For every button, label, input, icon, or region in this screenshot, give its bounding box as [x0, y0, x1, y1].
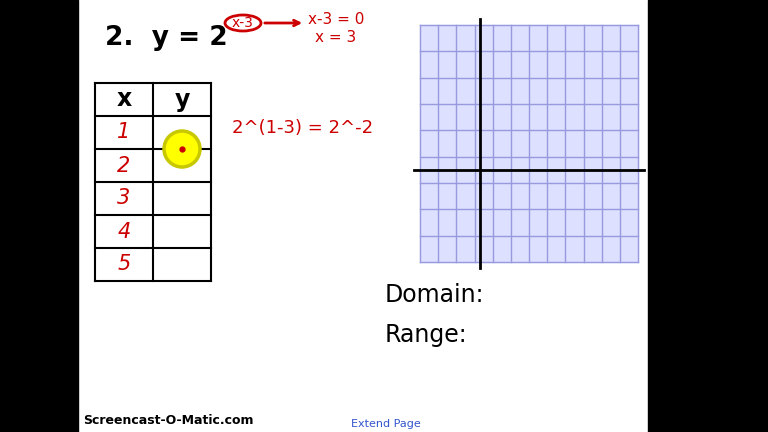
Text: Extend Page: Extend Page — [351, 419, 421, 429]
Text: 3: 3 — [118, 188, 131, 209]
Text: x-3 = 0: x-3 = 0 — [308, 13, 364, 28]
Text: x-3: x-3 — [232, 16, 254, 30]
Text: 2.  y = 2: 2. y = 2 — [105, 25, 227, 51]
Text: 2: 2 — [118, 156, 131, 175]
Text: x: x — [117, 88, 131, 111]
Text: 5: 5 — [118, 254, 131, 274]
Circle shape — [164, 131, 200, 167]
Text: Screencast-O-Matic.com: Screencast-O-Matic.com — [83, 413, 253, 426]
Bar — [420, 25, 638, 262]
Text: x = 3: x = 3 — [315, 31, 356, 45]
Bar — [78, 0, 648, 432]
Text: 2^(1-3) = 2^-2: 2^(1-3) = 2^-2 — [232, 119, 373, 137]
Text: 4: 4 — [118, 222, 131, 241]
Text: 1: 1 — [118, 123, 131, 143]
Text: Domain:: Domain: — [385, 283, 485, 307]
Text: y: y — [174, 88, 190, 111]
Text: Range:: Range: — [385, 323, 468, 347]
